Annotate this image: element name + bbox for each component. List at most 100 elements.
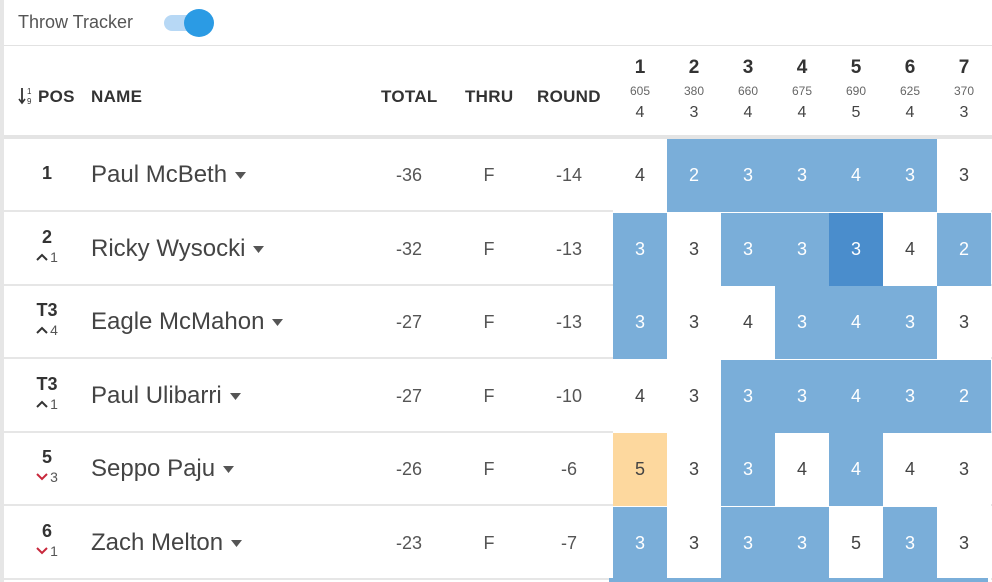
- leaderboard-header: 1 9 POS NAME TOTAL THRU ROUND 1 605 4 2 380 3…: [4, 47, 992, 135]
- player-name-text: Ricky Wysocki: [91, 235, 246, 262]
- hole-number: 7: [958, 57, 970, 78]
- hole-distance: 370: [953, 84, 975, 98]
- hole-score-7: 3: [937, 507, 991, 580]
- caret-down-icon[interactable]: [235, 171, 247, 179]
- position-number: 5: [41, 447, 52, 467]
- col-header-name[interactable]: NAME: [91, 87, 143, 106]
- player-name[interactable]: Ricky Wysocki: [91, 235, 265, 263]
- hole-number: 3: [742, 57, 754, 78]
- position-up-icon: [36, 326, 48, 334]
- hole-distance: 660: [737, 84, 759, 98]
- caret-down-icon[interactable]: [229, 392, 241, 400]
- hole-number: 2: [688, 57, 700, 78]
- col-header-round[interactable]: ROUND: [537, 87, 601, 106]
- round-score: -13: [555, 239, 582, 259]
- player-name[interactable]: Eagle McMahon: [91, 308, 284, 336]
- player-name[interactable]: Zach Melton: [91, 529, 243, 557]
- hole-score-7: 3: [937, 139, 991, 212]
- hole-score-3: 3: [721, 507, 775, 580]
- hole-score-2: 3: [667, 433, 721, 506]
- caret-down-icon[interactable]: [223, 465, 235, 473]
- player-row[interactable]: T3 4 Eagle McMahon -27 F -13 3 3 4 3 4 3 3: [4, 286, 992, 359]
- caret-down-icon[interactable]: [231, 539, 243, 547]
- thru: F: [483, 533, 495, 553]
- hole-score-1: 3: [613, 213, 667, 286]
- player-row[interactable]: 6 1 Zach Melton -23 F -7 3 3 3 3 5 3 3: [4, 507, 992, 580]
- hole-score-3: 3: [721, 360, 775, 433]
- round-score: -7: [560, 533, 577, 553]
- player-name-text: Paul McBeth: [91, 161, 228, 188]
- total-score: -32: [395, 239, 422, 259]
- hole-score-5: 3: [829, 213, 883, 286]
- total-score: -27: [395, 312, 422, 332]
- hole-par: 3: [689, 104, 699, 121]
- toolbar: Throw Tracker: [4, 0, 992, 46]
- hole-score-5: 4: [829, 360, 883, 433]
- position-change: 1: [24, 249, 70, 265]
- sort-numeric-icon[interactable]: 1 9: [18, 85, 36, 107]
- hole-score-6: 3: [883, 139, 937, 212]
- player-name[interactable]: Paul Ulibarri: [91, 382, 241, 410]
- caret-down-icon[interactable]: [272, 318, 284, 326]
- hole-header-1: 1 605 4: [613, 55, 667, 125]
- hole-score-1: 5: [613, 433, 667, 506]
- hole-number: 5: [850, 57, 862, 78]
- player-name-text: Paul Ulibarri: [91, 382, 222, 409]
- hole-header-7: 7 370 3: [937, 55, 991, 125]
- hole-par: 4: [797, 104, 807, 121]
- hole-score-5: 4: [829, 286, 883, 359]
- position-change-value: 4: [50, 322, 58, 338]
- position-number: 6: [41, 521, 52, 541]
- hole-score-2: 2: [667, 139, 721, 212]
- hole-header-3: 3 660 4: [721, 55, 775, 125]
- hole-score-7: 2: [937, 360, 991, 433]
- hole-score-5: 4: [829, 139, 883, 212]
- left-border: [0, 0, 4, 582]
- hole-score-5: 5: [829, 507, 883, 580]
- hole-score-7: 2: [937, 213, 991, 286]
- player-name[interactable]: Seppo Paju: [91, 455, 235, 483]
- col-header-pos[interactable]: POS: [38, 87, 75, 106]
- player-row[interactable]: T3 1 Paul Ulibarri -27 F -10 4 3 3 3 4 3 2: [4, 360, 992, 433]
- hole-number: 4: [796, 57, 808, 78]
- position-number: 1: [41, 163, 52, 183]
- position-change-value: 1: [50, 543, 58, 559]
- hole-score-6: 3: [883, 360, 937, 433]
- toggle-knob: [184, 9, 214, 37]
- hole-score-1: 4: [613, 360, 667, 433]
- hole-score-4: 4: [775, 433, 829, 506]
- hole-score-2: 3: [667, 360, 721, 433]
- svg-text:9: 9: [27, 97, 32, 106]
- col-header-thru[interactable]: THRU: [465, 87, 514, 106]
- hole-score-6: 4: [883, 433, 937, 506]
- header-divider: [4, 135, 992, 139]
- hole-distance: 625: [899, 84, 921, 98]
- caret-down-icon[interactable]: [253, 245, 265, 253]
- hole-header-5: 5 690 5: [829, 55, 883, 125]
- hole-distance: 380: [683, 84, 705, 98]
- round-score: -13: [555, 312, 582, 332]
- throw-tracker-toggle[interactable]: [162, 9, 216, 37]
- hole-distance: 605: [629, 84, 651, 98]
- col-header-total[interactable]: TOTAL: [381, 87, 438, 106]
- player-row[interactable]: 5 3 Seppo Paju -26 F -6 5 3 3 4 4 4 3: [4, 433, 992, 506]
- position-down-icon: [36, 473, 48, 481]
- total-score: -23: [395, 533, 422, 553]
- player-row[interactable]: 1 Paul McBeth -36 F -14 4 2 3 3 4 3 3: [4, 139, 992, 212]
- hole-score-4: 3: [775, 286, 829, 359]
- hole-score-6: 4: [883, 213, 937, 286]
- player-row[interactable]: 2 1 Ricky Wysocki -32 F -13 3 3 3 3 3 4 2: [4, 213, 992, 286]
- hole-par: 4: [743, 104, 753, 121]
- thru: F: [483, 165, 495, 185]
- position-change-value: 1: [50, 249, 58, 265]
- hole-score-4: 3: [775, 507, 829, 580]
- position-number: T3: [36, 374, 58, 394]
- player-name[interactable]: Paul McBeth: [91, 161, 247, 189]
- position-change: 1: [24, 543, 70, 559]
- hole-score-3: 3: [721, 433, 775, 506]
- hole-score-4: 3: [775, 213, 829, 286]
- hole-header-4: 4 675 4: [775, 55, 829, 125]
- hole-score-1: 3: [613, 286, 667, 359]
- hole-par: 4: [905, 104, 915, 121]
